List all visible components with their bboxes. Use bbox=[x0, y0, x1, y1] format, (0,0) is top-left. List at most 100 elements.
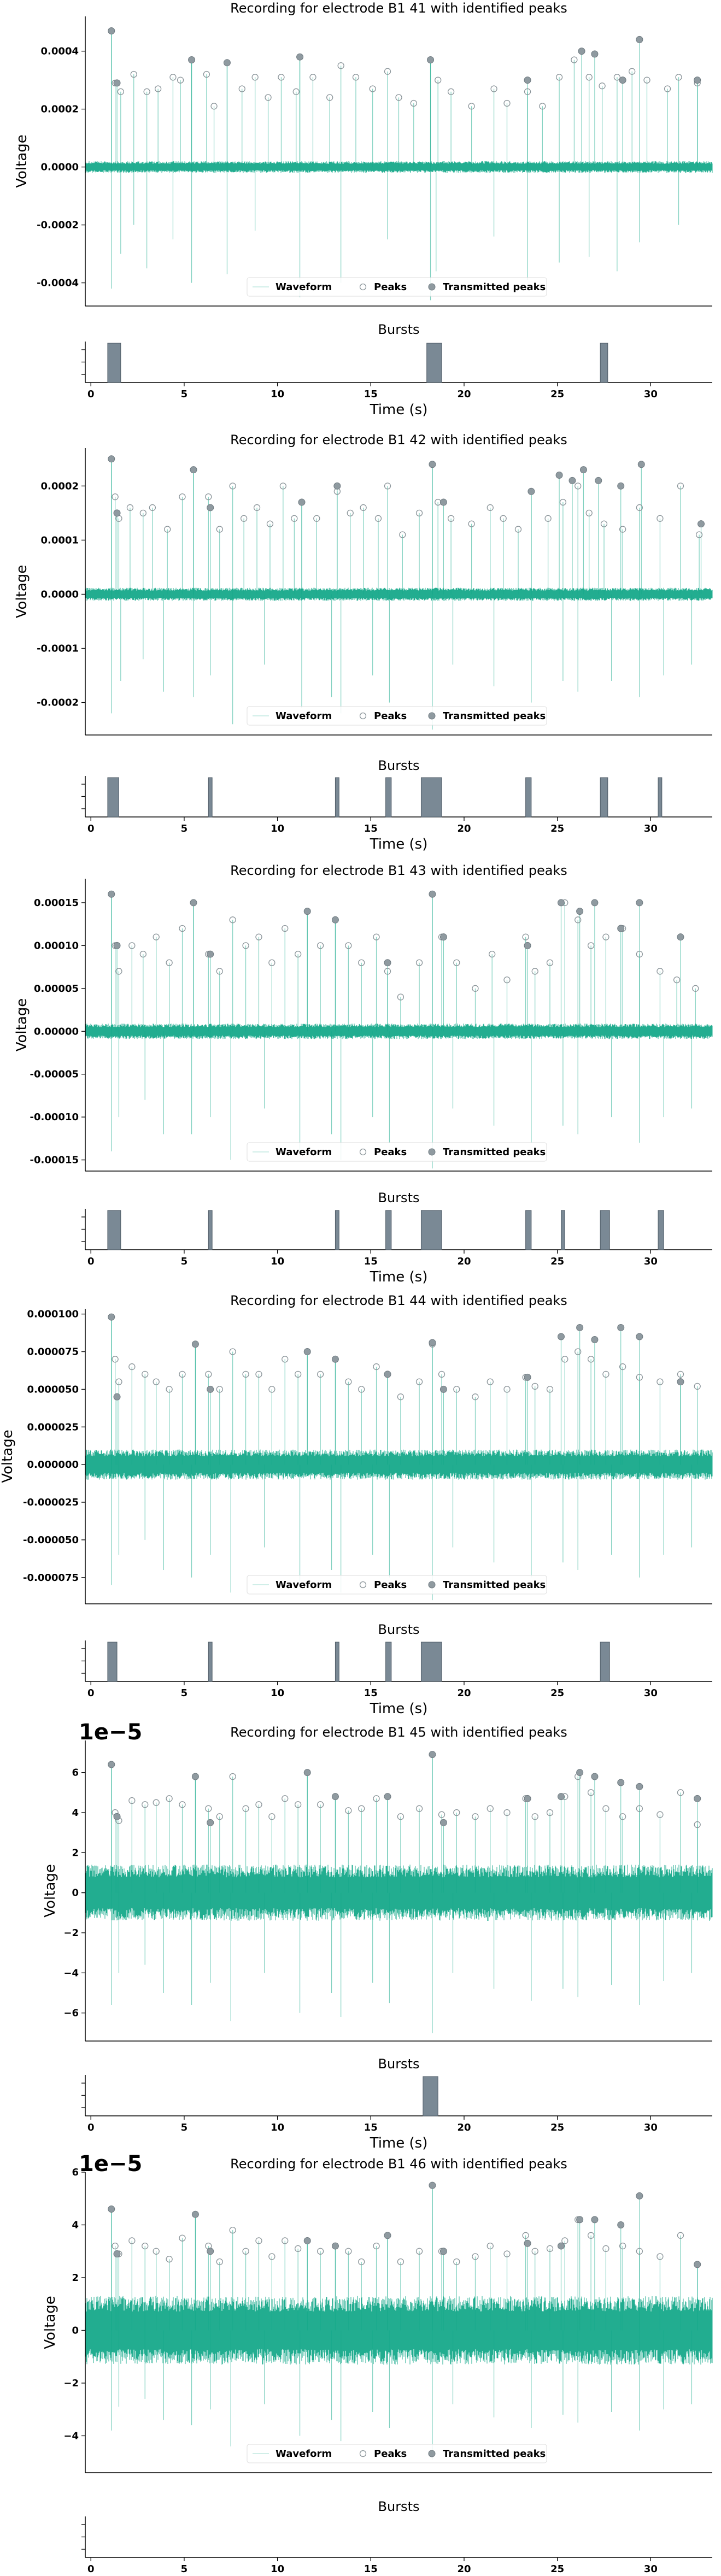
peak-marker bbox=[472, 985, 479, 992]
peak-marker bbox=[384, 68, 391, 75]
peak-marker bbox=[278, 74, 285, 81]
transmitted-peak-marker bbox=[619, 77, 626, 84]
peak-marker bbox=[677, 2232, 684, 2239]
peak-marker bbox=[238, 85, 245, 92]
x-tick-label: 10 bbox=[271, 1687, 284, 1699]
peak-marker bbox=[561, 2237, 568, 2244]
x-axis-label: Time (s) bbox=[370, 836, 428, 852]
peak-marker bbox=[143, 88, 150, 95]
transmitted-peak-marker bbox=[113, 2250, 121, 2258]
transmitted-peak-marker bbox=[298, 498, 306, 506]
peak-marker bbox=[410, 99, 417, 107]
peak-marker bbox=[600, 520, 608, 527]
x-tick-label: 15 bbox=[364, 2563, 378, 2575]
y-tick-label: -0.000025 bbox=[23, 1497, 79, 1508]
transmitted-peaks bbox=[108, 1751, 701, 1826]
legend-box bbox=[247, 1142, 547, 1162]
waveform-spikes bbox=[111, 1317, 698, 1601]
x-tick-label: 20 bbox=[457, 389, 471, 400]
peak-marker bbox=[694, 1821, 701, 1828]
transmitted-peak-marker bbox=[677, 933, 684, 941]
peak-marker bbox=[265, 94, 272, 101]
peak-marker bbox=[229, 916, 236, 924]
peak-marker bbox=[115, 1378, 122, 1385]
peak-marker bbox=[128, 942, 136, 949]
peak-marker bbox=[316, 1371, 324, 1378]
transmitted-peak-marker bbox=[223, 59, 231, 67]
bursts-subplot: Bursts 0 5 10 15 20 25 30 Time (s) bbox=[81, 1622, 712, 1717]
peak-marker bbox=[205, 1805, 212, 1812]
peak-marker bbox=[316, 1801, 324, 1808]
peaks bbox=[108, 1751, 701, 1828]
peak-marker bbox=[128, 2237, 136, 2244]
peak-marker bbox=[292, 88, 300, 95]
transmitted-peak-marker bbox=[617, 2221, 625, 2228]
legend-peaks-swatch bbox=[359, 2450, 367, 2457]
chart-title: Recording for electrode B1 43 with ident… bbox=[230, 863, 567, 878]
peak-marker bbox=[112, 1356, 119, 1363]
x-tick-label: 30 bbox=[644, 1687, 658, 1699]
burst-bar bbox=[107, 777, 119, 818]
waveform-spikes bbox=[111, 2185, 698, 2460]
peak-marker bbox=[295, 950, 302, 958]
peak-marker bbox=[268, 1813, 275, 1820]
peak-marker bbox=[345, 1378, 352, 1385]
peak-marker bbox=[602, 1805, 609, 1812]
transmitted-peak-marker bbox=[384, 1793, 391, 1801]
transmitted-peak-marker bbox=[190, 899, 197, 907]
transmitted-peak-marker bbox=[557, 1333, 565, 1340]
x-tick-label: 0 bbox=[87, 1256, 95, 1267]
peak-marker bbox=[503, 99, 511, 107]
transmitted-peak-marker bbox=[595, 477, 602, 484]
bursts-title: Bursts bbox=[378, 2056, 420, 2072]
y-tick-label: −4 bbox=[63, 2430, 79, 2442]
transmitted-peak-marker bbox=[524, 942, 531, 949]
chart-panel: Recording for electrode B1 41 with ident… bbox=[14, 1, 713, 418]
peak-marker bbox=[546, 1809, 554, 1816]
y-tick-label: 6 bbox=[72, 1767, 79, 1779]
transmitted-peak-marker bbox=[439, 933, 447, 941]
x-tick-label: 10 bbox=[271, 2122, 284, 2133]
waveform-spikes bbox=[111, 31, 698, 301]
peak-marker bbox=[279, 483, 287, 490]
peak-marker bbox=[309, 74, 316, 81]
burst-bar bbox=[600, 1642, 610, 1682]
y-axis-label: Voltage bbox=[14, 565, 30, 619]
transmitted-peak-marker bbox=[191, 2210, 199, 2218]
legend: Waveform Peaks Transmitted peaks bbox=[247, 1142, 547, 1162]
waveform-noise bbox=[85, 1024, 713, 1039]
peak-marker bbox=[179, 493, 186, 501]
transmitted-peak-marker bbox=[439, 2248, 447, 2255]
peaks bbox=[108, 891, 699, 1001]
legend-transmitted-label: Transmitted peaks bbox=[443, 281, 546, 293]
y-tick-label: -0.000050 bbox=[23, 1534, 79, 1546]
x-tick-label: 0 bbox=[87, 2563, 95, 2575]
x-tick-label: 5 bbox=[181, 823, 188, 834]
transmitted-peak-marker bbox=[439, 1385, 447, 1393]
peak-marker bbox=[415, 1378, 423, 1385]
transmitted-peak-marker bbox=[591, 50, 599, 58]
y-tick-label: 0 bbox=[72, 2325, 79, 2336]
peak-marker bbox=[453, 1809, 460, 1816]
chart-panel: Recording for electrode B1 42 with ident… bbox=[14, 432, 713, 852]
peak-marker bbox=[166, 2256, 173, 2263]
peak-marker bbox=[253, 504, 261, 511]
transmitted-peak-marker bbox=[331, 916, 339, 924]
y-tick-label: -0.0001 bbox=[37, 643, 79, 655]
x-tick-label: 0 bbox=[87, 2122, 95, 2133]
peak-marker bbox=[664, 85, 671, 92]
transmitted-peak-marker bbox=[694, 2261, 701, 2268]
transmitted-peak-marker bbox=[429, 461, 436, 468]
peak-marker bbox=[373, 2242, 380, 2250]
peak-marker bbox=[369, 85, 376, 92]
x-tick-label: 10 bbox=[271, 2563, 284, 2575]
transmitted-peak-marker bbox=[527, 487, 535, 495]
peak-marker bbox=[675, 74, 682, 81]
peak-marker bbox=[229, 1773, 236, 1780]
peak-marker bbox=[677, 1789, 684, 1796]
peak-marker bbox=[216, 2258, 223, 2266]
y-tick-label: −6 bbox=[63, 2008, 79, 2019]
x-tick-label: 25 bbox=[550, 2122, 564, 2133]
peak-marker bbox=[415, 509, 423, 517]
peak-marker bbox=[205, 493, 212, 501]
